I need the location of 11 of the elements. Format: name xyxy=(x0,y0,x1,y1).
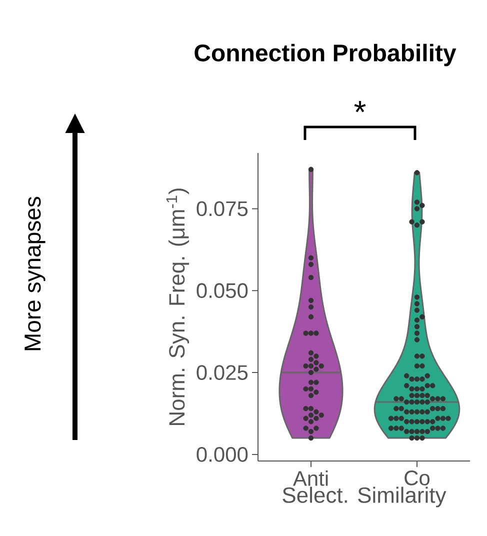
chart-title: Connection Probability xyxy=(194,44,456,66)
x-axis-title: Select. Similarity xyxy=(282,486,446,508)
y-tick-label: 0.000 xyxy=(196,447,248,462)
y-tick-label: 0.050 xyxy=(196,283,248,298)
y-tick-label: 0.025 xyxy=(196,365,248,380)
x-tick-label: Anti xyxy=(292,470,328,486)
y-tick-label: 0.075 xyxy=(196,201,248,216)
x-tick-label: Co xyxy=(404,470,430,486)
text: * xyxy=(354,101,366,112)
text: More synapses xyxy=(24,196,46,350)
y-axis-title: Norm. Syn. Freq. (μm$^{-1}$) xyxy=(166,188,190,425)
